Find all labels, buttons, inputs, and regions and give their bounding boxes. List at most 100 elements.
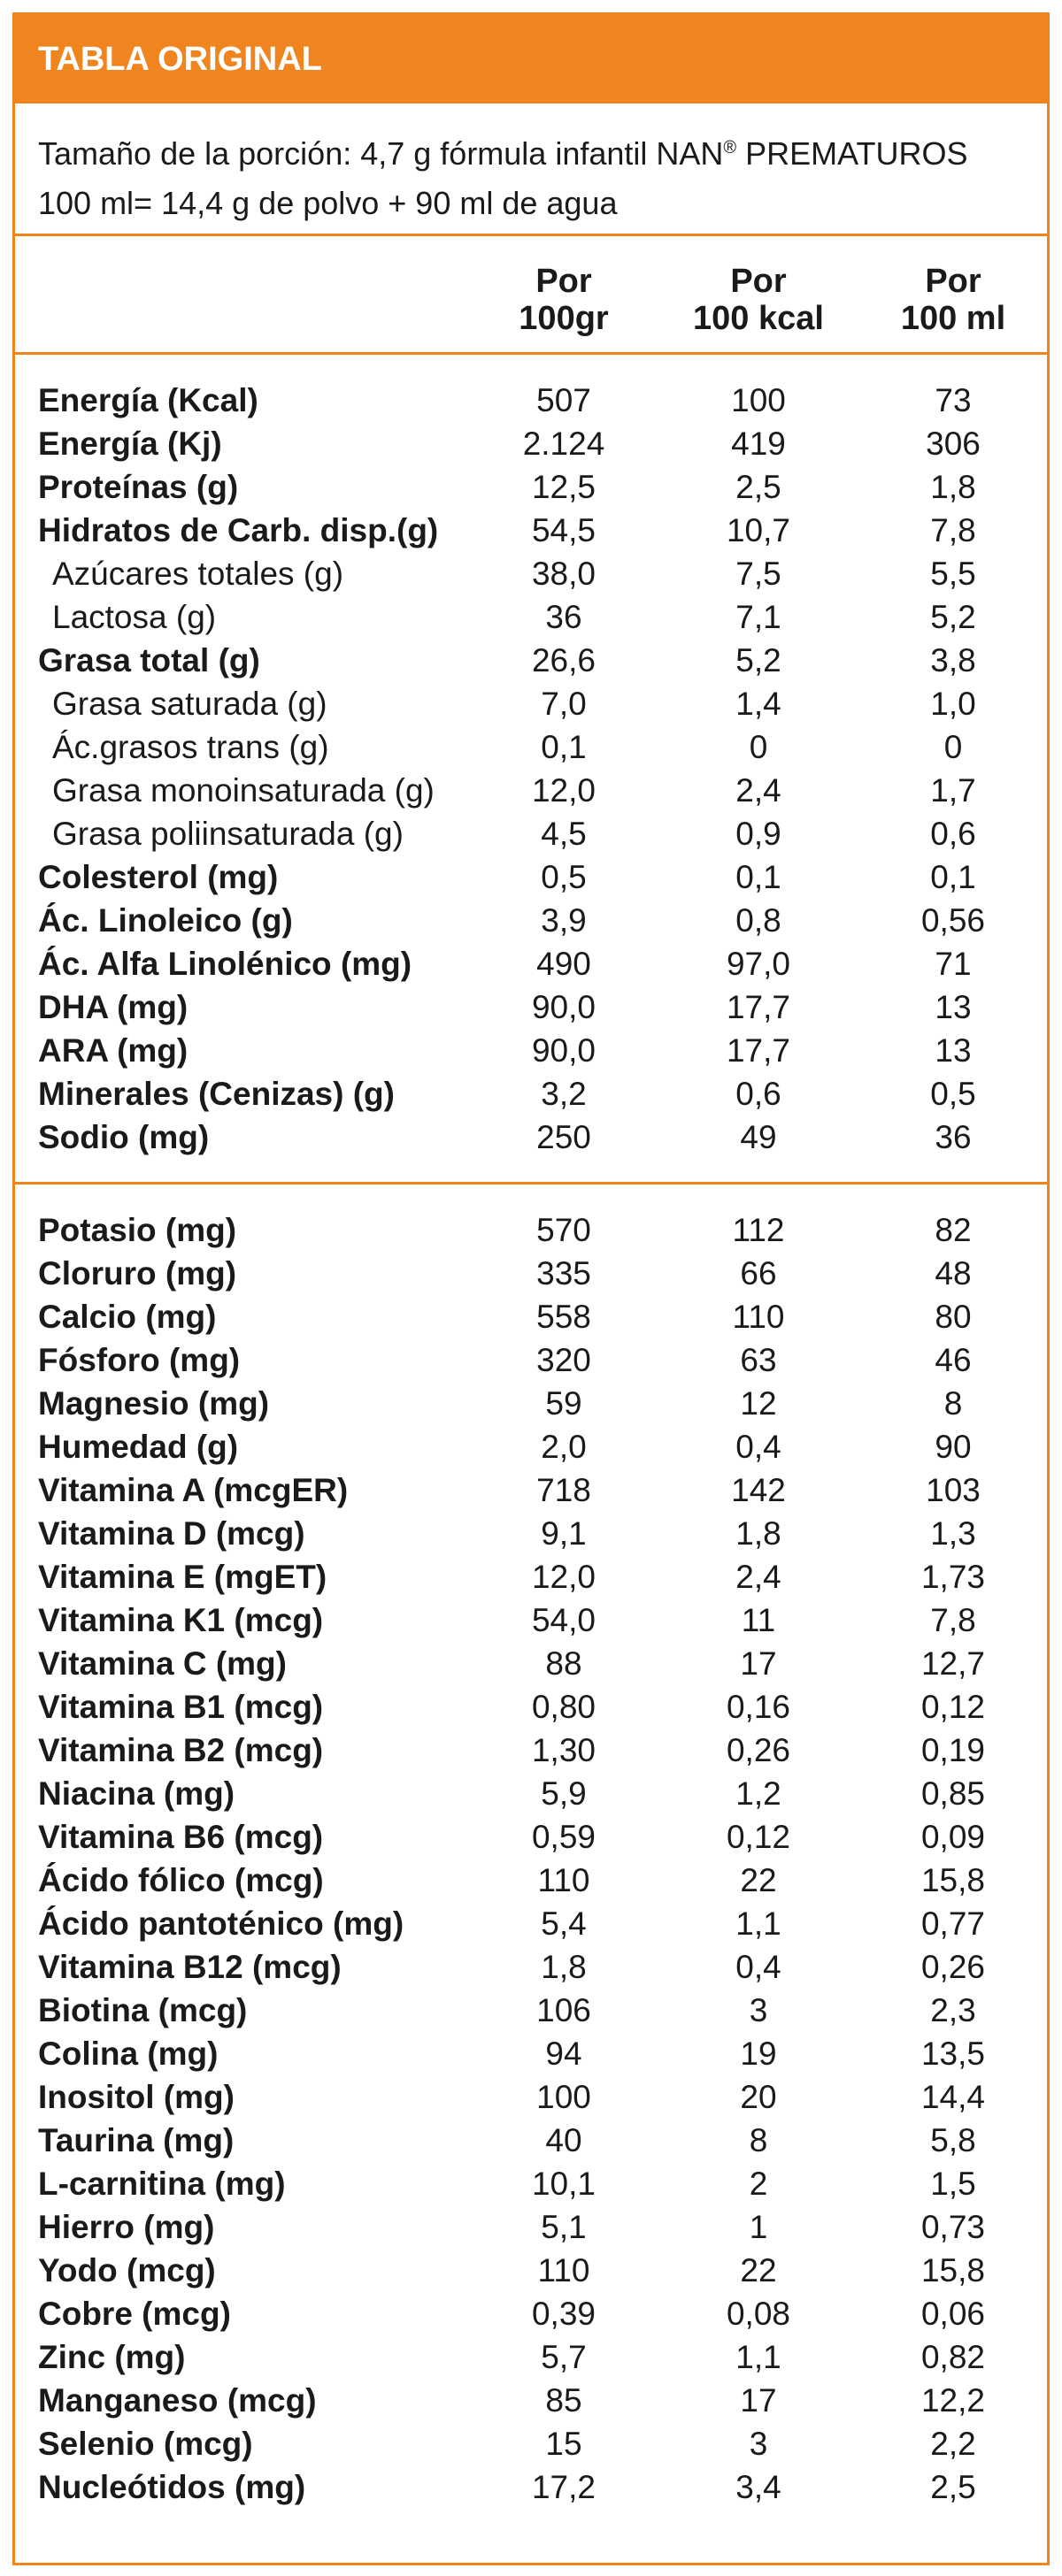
table-title: TABLA ORIGINAL <box>15 15 1047 104</box>
value-per-100ml: 1,3 <box>930 1514 976 1552</box>
value-per-100kcal: 22 <box>740 1861 777 1898</box>
value-per-100ml: 103 <box>926 1471 981 1508</box>
value-per-100ml: 12,7 <box>920 1644 985 1682</box>
nutrient-label: Ác. Linoleico (g) <box>38 901 293 939</box>
value-per-100gr: 36 <box>545 598 582 635</box>
table-row: L-carnitina (mg) 10,1 2 1,5 <box>15 2162 1047 2205</box>
value-per-100gr: 12,0 <box>531 771 596 809</box>
value-per-100ml: 0,82 <box>920 2338 985 2375</box>
table-row: Grasa monoinsaturada (g) 12,0 2,4 1,7 <box>15 769 1047 812</box>
value-per-100ml: 0 <box>943 728 963 765</box>
value-per-100kcal: 10,7 <box>726 511 790 548</box>
nutrient-label: ARA (mg) <box>38 1031 189 1069</box>
value-per-100gr: 1,8 <box>541 1948 587 1985</box>
value-per-100ml: 1,0 <box>930 685 976 722</box>
table-row: Niacina (mg) 5,9 1,2 0,85 <box>15 1772 1047 1815</box>
nutrient-label: Hidratos de Carb. disp.(g) <box>38 511 439 548</box>
nutrient-label: L-carnitina (mg) <box>38 2165 286 2202</box>
value-per-100ml: 71 <box>935 945 972 982</box>
table-row: Sodio (mg) 250 49 36 <box>15 1116 1047 1159</box>
value-per-100gr: 100 <box>536 2078 591 2115</box>
table-row: Vitamina K1 (mcg) 54,0 11 7,8 <box>15 1598 1047 1642</box>
table-row: Lactosa (g) 36 7,1 5,2 <box>15 595 1047 639</box>
table-row: Vitamina B12 (mcg) 1,8 0,4 0,26 <box>15 1945 1047 1989</box>
value-per-100gr: 5,4 <box>541 1905 587 1942</box>
table-row: Selenio (mcg) 15 3 2,2 <box>15 2422 1047 2465</box>
value-per-100kcal: 11 <box>741 1601 776 1638</box>
value-per-100kcal: 17,7 <box>726 1031 790 1069</box>
value-per-100gr: 9,1 <box>541 1514 587 1552</box>
table-row: Manganeso (mcg) 85 17 12,2 <box>15 2379 1047 2422</box>
value-per-100ml: 0,09 <box>920 1818 985 1855</box>
nutrient-label: Taurina (mg) <box>38 2121 235 2158</box>
nutrient-label: Colina (mg) <box>38 2035 219 2072</box>
table-row: Humedad (g) 2,0 0,4 90 <box>15 1425 1047 1468</box>
table-row: Calcio (mg) 558 110 80 <box>15 1295 1047 1338</box>
table-row: Ácido fólico (mcg) 110 22 15,8 <box>15 1859 1047 1902</box>
nutrient-label: Vitamina D (mcg) <box>38 1514 305 1552</box>
value-per-100ml: 36 <box>935 1118 972 1155</box>
value-per-100ml: 73 <box>935 381 972 418</box>
table-row: Hidratos de Carb. disp.(g) 54,5 10,7 7,8 <box>15 509 1047 552</box>
value-per-100gr: 54,0 <box>531 1601 596 1638</box>
nutrient-label: Ác.grasos trans (g) <box>52 728 329 765</box>
table-row: Grasa saturada (g) 7,0 1,4 1,0 <box>15 682 1047 725</box>
value-per-100gr: 0,80 <box>531 1688 596 1725</box>
nutrient-label: Colesterol (mg) <box>38 858 279 895</box>
nutrient-label: Biotina (mcg) <box>38 1991 248 2028</box>
value-per-100gr: 5,7 <box>541 2338 587 2375</box>
value-per-100gr: 3,9 <box>541 901 587 939</box>
value-per-100gr: 40 <box>545 2121 582 2158</box>
value-per-100kcal: 0,12 <box>726 1818 790 1855</box>
table-row: Ác. Linoleico (g) 3,9 0,8 0,56 <box>15 899 1047 942</box>
portion-line-1-text: Tamaño de la porción: 4,7 g fórmula infa… <box>38 135 724 172</box>
value-per-100ml: 12,2 <box>920 2381 985 2419</box>
table-row: Vitamina E (mgET) 12,0 2,4 1,73 <box>15 1555 1047 1598</box>
value-per-100kcal: 0,6 <box>735 1075 781 1112</box>
value-per-100ml: 46 <box>935 1341 972 1378</box>
value-per-100gr: 10,1 <box>531 2165 596 2202</box>
nutrient-label: Vitamina E (mgET) <box>38 1558 327 1595</box>
value-per-100kcal: 5,2 <box>735 641 781 678</box>
value-per-100ml: 3,8 <box>930 641 976 678</box>
value-per-100kcal: 12 <box>740 1384 777 1422</box>
value-per-100ml: 5,8 <box>930 2121 976 2158</box>
value-per-100ml: 7,8 <box>930 511 976 548</box>
nutrient-header-spacer <box>15 236 475 352</box>
registered-mark: ® <box>723 138 737 157</box>
column-header-100gr: Por 100gr <box>519 263 609 337</box>
value-per-100gr: 110 <box>537 2251 590 2288</box>
nutrient-label: Ácido fólico (mcg) <box>38 1861 324 1898</box>
value-per-100gr: 0,1 <box>541 728 587 765</box>
value-per-100kcal: 19 <box>740 2035 777 2072</box>
value-per-100gr: 335 <box>536 1254 591 1292</box>
value-per-100kcal: 1,2 <box>735 1775 781 1812</box>
table-row: Vitamina D (mcg) 9,1 1,8 1,3 <box>15 1512 1047 1555</box>
value-per-100ml: 15,8 <box>920 1861 985 1898</box>
table-row: Biotina (mcg) 106 3 2,3 <box>15 1989 1047 2032</box>
nutrient-label: Ác. Alfa Linolénico (mg) <box>38 945 412 982</box>
nutrient-label: Nucleótidos (mg) <box>38 2468 306 2505</box>
value-per-100kcal: 142 <box>731 1471 786 1508</box>
table-row: Inositol (mg) 100 20 14,4 <box>15 2075 1047 2119</box>
value-per-100ml: 5,2 <box>930 598 976 635</box>
value-per-100ml: 306 <box>926 425 981 462</box>
value-per-100kcal: 0,08 <box>726 2295 790 2332</box>
nutrient-label: Grasa poliinsaturada (g) <box>52 815 404 852</box>
table-row: Minerales (Cenizas) (g) 3,2 0,6 0,5 <box>15 1072 1047 1116</box>
value-per-100ml: 1,7 <box>930 771 976 809</box>
table-row: Yodo (mcg) 110 22 15,8 <box>15 2249 1047 2292</box>
value-per-100ml: 1,73 <box>920 1558 985 1595</box>
nutrient-label: Grasa saturada (g) <box>52 685 327 722</box>
value-per-100ml: 13 <box>935 1031 972 1069</box>
table-row: Azúcares totales (g) 38,0 7,5 5,5 <box>15 552 1047 595</box>
value-per-100gr: 0,5 <box>541 858 587 895</box>
value-per-100ml: 0,12 <box>920 1688 985 1725</box>
nutrients-section-micro: Potasio (mg) 570 112 82 Cloruro (mg) 335 66 48 C… <box>15 1184 1047 2518</box>
value-per-100gr: 3,2 <box>541 1075 587 1112</box>
nutrient-label: Cobre (mcg) <box>38 2295 231 2332</box>
value-per-100gr: 17,2 <box>531 2468 596 2505</box>
table-row: Grasa poliinsaturada (g) 4,5 0,9 0,6 <box>15 812 1047 855</box>
value-per-100kcal: 0,4 <box>735 1948 781 1985</box>
nutrient-label: Hierro (mg) <box>38 2208 215 2245</box>
